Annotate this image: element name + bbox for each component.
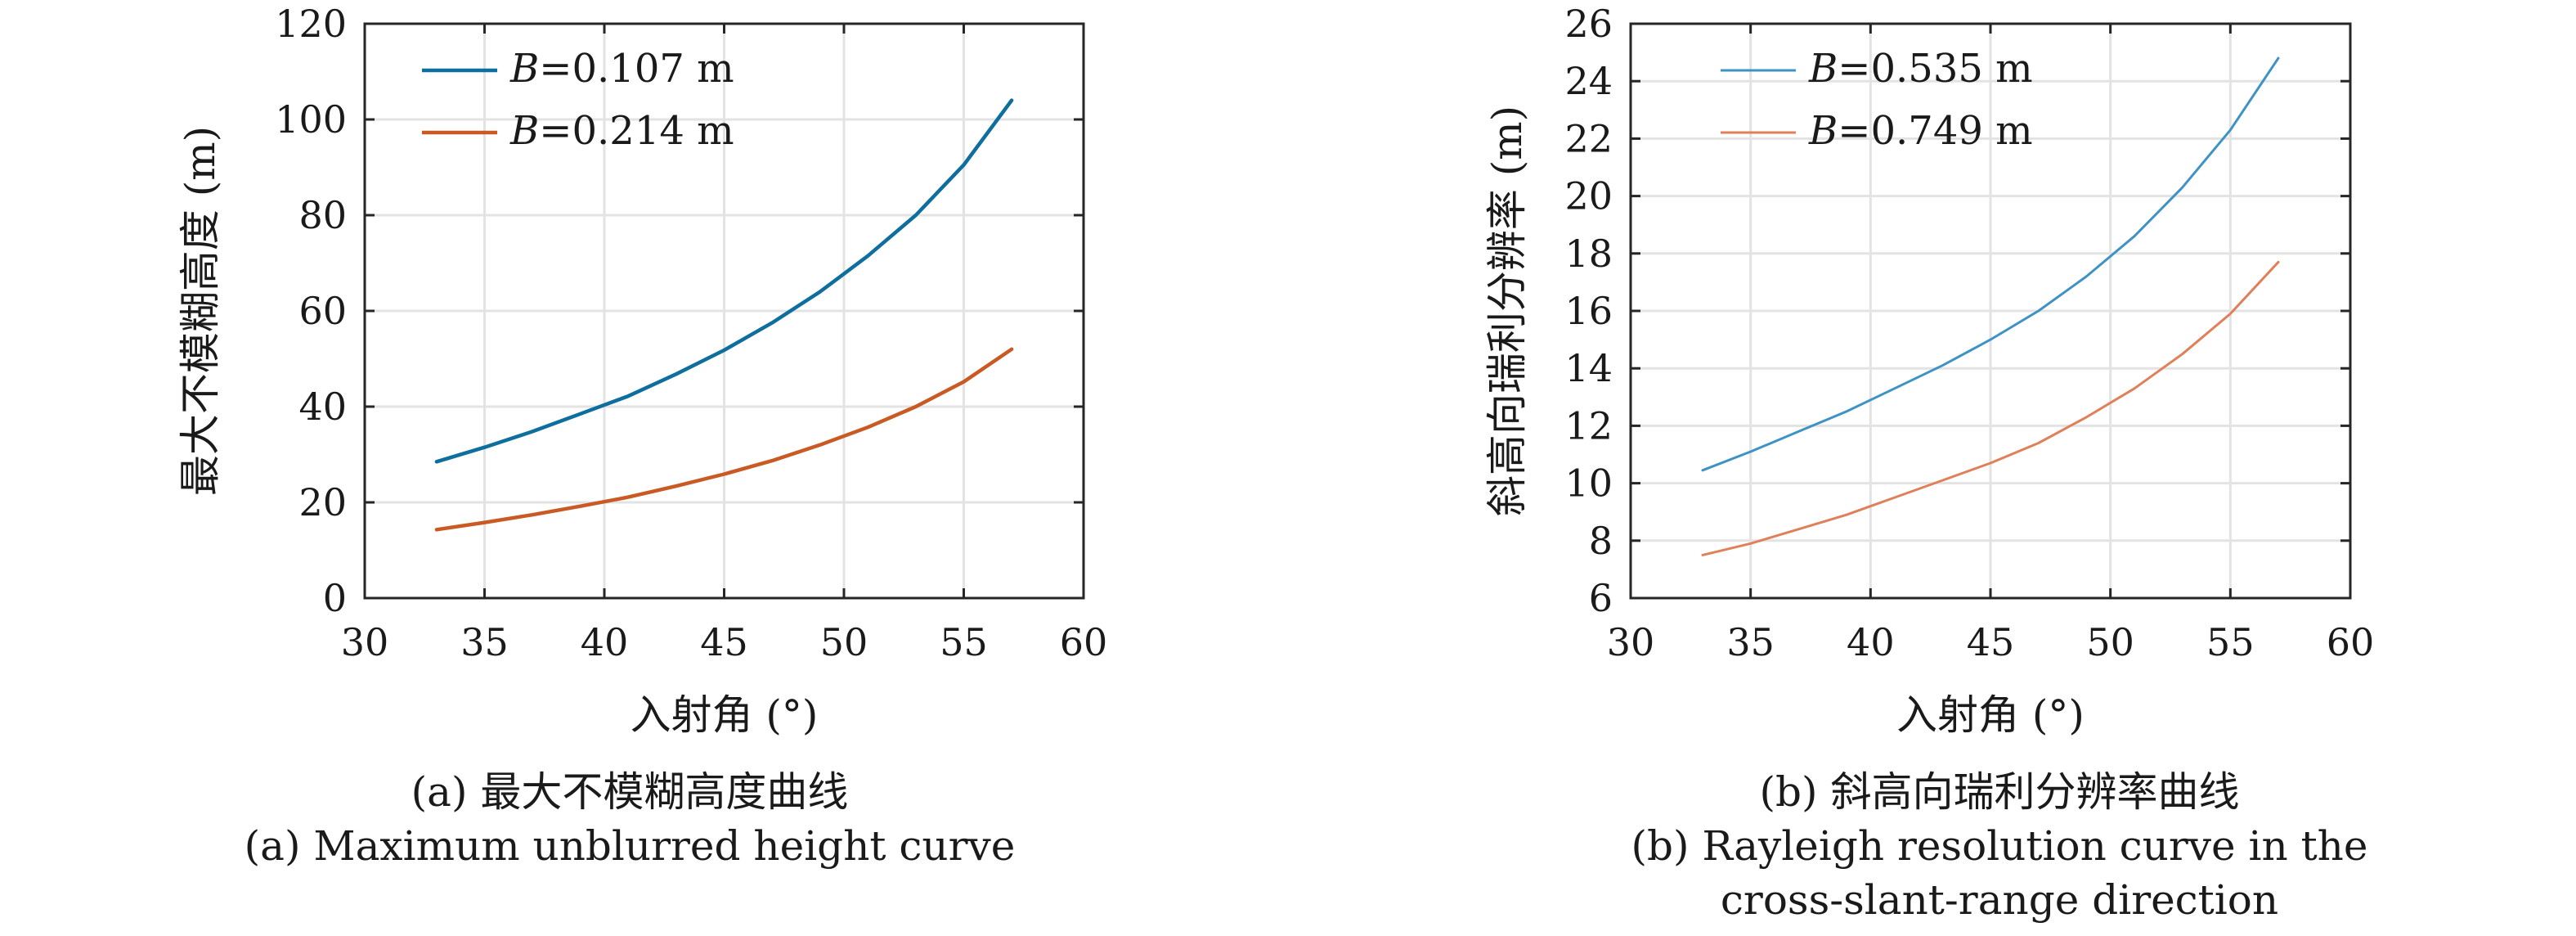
caption-a: (a) 最大不模糊高度曲线 (a) Maximum unblurred heig… [147,765,1112,873]
chart-a-y-tick-label: 120 [275,2,347,46]
chart-b-y-tick-label: 16 [1564,289,1613,333]
chart-b-x-tick-label: 55 [2206,620,2255,664]
caption-a-zh: (a) 最大不模糊高度曲线 [411,768,849,816]
chart-b-y-axis-label: 斜高向瑞利分辨率 (m) [1483,106,1531,516]
chart-b-y-tick-label: 8 [1589,519,1613,563]
chart-a-legend-label-2: B=0.214 m [509,108,734,154]
chart-b-y-tick-label: 24 [1564,59,1613,103]
chart-a-x-tick-label: 45 [700,620,748,664]
chart-panel-a: 30 35 40 45 50 55 60 0 20 40 60 80 100 120 入射角 (°) 最大不模… [177,2,1107,739]
caption-b-en-line2: cross-slant-range direction [1720,876,2279,924]
chart-a-y-tick-label: 100 [275,97,347,142]
chart-b-series-line-1 [1701,56,2280,472]
chart-b-y-tick-label: 22 [1564,116,1613,160]
chart-a-legend-label-1: B=0.107 m [509,46,734,92]
chart-b-y-tick-label: 20 [1564,174,1613,218]
chart-a-series-line-1 [434,98,1014,464]
chart-b-legend-label-2: B=0.749 m [1808,108,2033,154]
chart-b-series-line-2 [1701,260,2280,556]
chart-a-x-tick-label: 35 [460,620,509,664]
chart-a-x-tick-label: 55 [940,620,988,664]
chart-b-y-tick-label: 12 [1564,403,1613,448]
figure-canvas: 30 35 40 45 50 55 60 0 20 40 60 80 100 120 入射角 (°) 最大不模… [177,2,2374,739]
caption-b-en-line1: (b) Rayleigh resolution curve in the [1631,822,2368,870]
chart-b-x-tick-label: 30 [1607,620,1655,664]
chart-panel-b: 30 35 40 45 50 55 60 6 8 10 12 14 16 18 20 22 24 26 入射角 (°… [1483,2,2374,739]
chart-a-y-tick-label: 0 [323,576,347,620]
chart-b-x-tick-label: 50 [2086,620,2134,664]
chart-b-legend-label-1: B=0.535 m [1808,46,2033,92]
chart-a-y-tick-label: 40 [298,385,347,429]
chart-b-y-tick-label: 6 [1589,576,1613,620]
chart-a-x-axis-label: 入射角 (°) [631,691,819,739]
chart-b-y-tick-label: 10 [1564,461,1613,506]
chart-b-x-tick-label: 35 [1726,620,1775,664]
chart-a-y-tick-label: 60 [298,289,347,333]
chart-b-y-tick-label: 14 [1564,346,1613,390]
chart-a-x-tick-label: 40 [581,620,629,664]
chart-b-x-axis-label: 入射角 (°) [1896,691,2085,739]
chart-b-y-tick-label: 26 [1564,2,1613,46]
caption-b-zh: (b) 斜高向瑞利分辨率曲线 [1759,768,2240,816]
chart-a-x-tick-label: 30 [341,620,389,664]
caption-b: (b) 斜高向瑞利分辨率曲线 (b) Rayleigh resolution c… [1447,765,2551,927]
caption-a-en: (a) Maximum unblurred height curve [244,822,1016,870]
chart-b-x-tick-label: 40 [1847,620,1895,664]
chart-a-x-tick-label: 50 [820,620,868,664]
chart-a-x-tick-label: 60 [1060,620,1108,664]
chart-a-y-tick-label: 80 [298,193,347,237]
chart-b-x-tick-label: 60 [2327,620,2375,664]
chart-a-series-line-2 [434,347,1014,532]
chart-b-x-tick-label: 45 [1967,620,2015,664]
chart-b-y-tick-label: 18 [1564,232,1613,276]
chart-a-y-tick-label: 20 [298,480,347,524]
chart-a-y-axis-label: 最大不模糊高度 (m) [177,126,224,496]
